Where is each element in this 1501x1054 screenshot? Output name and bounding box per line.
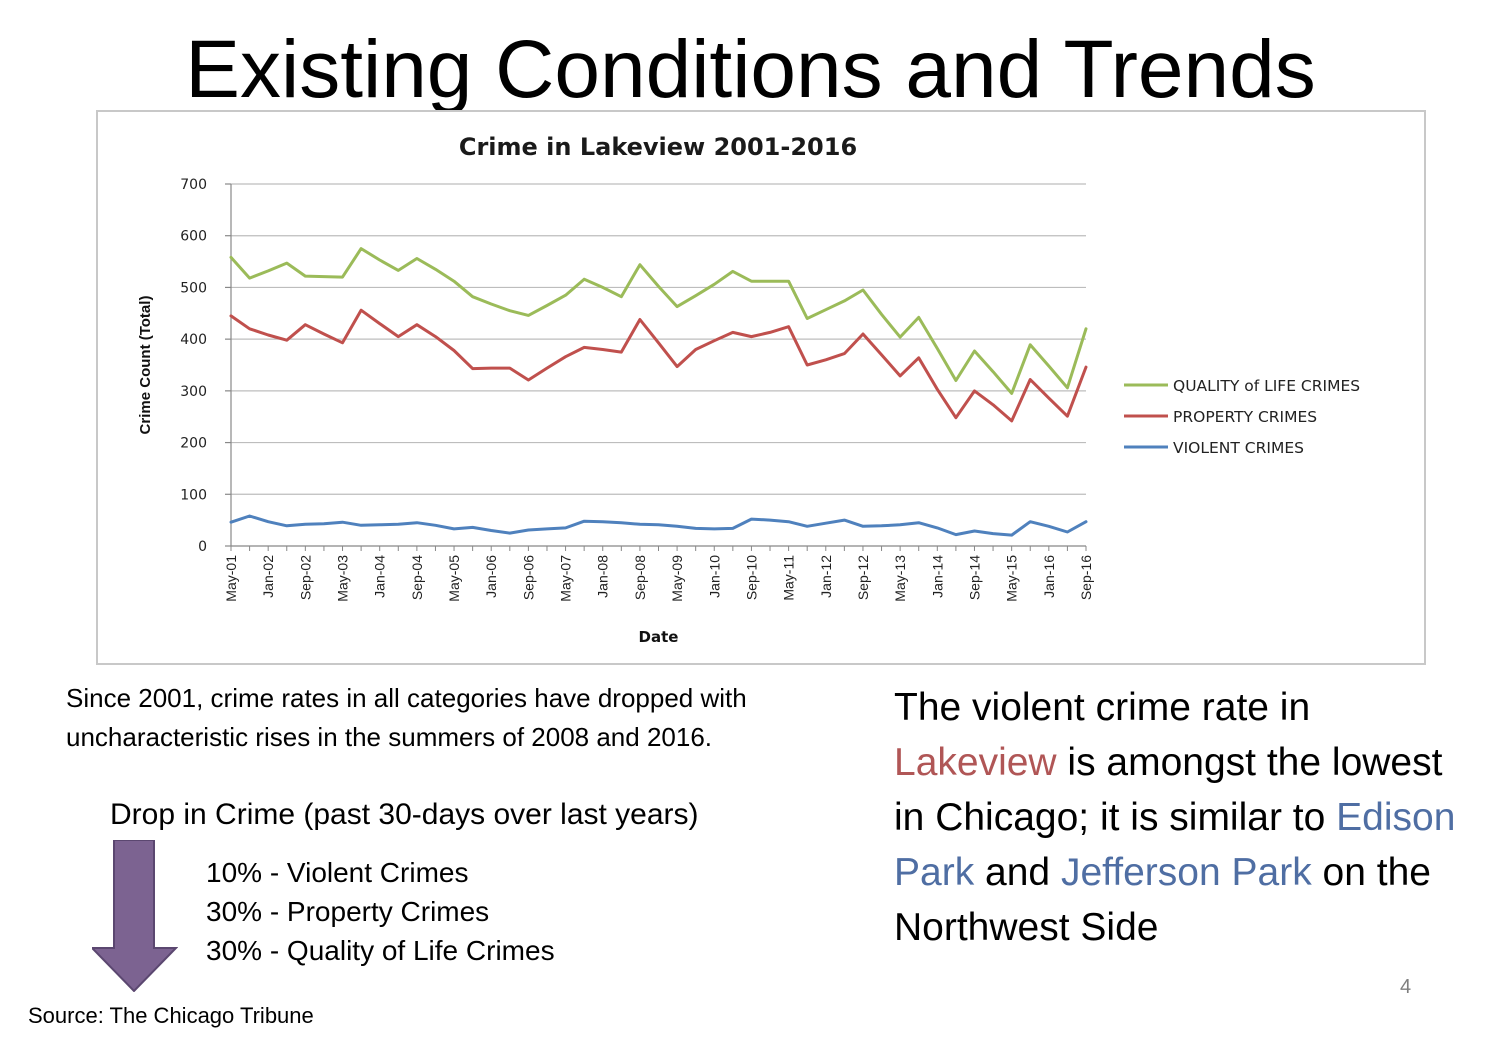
series-line-violent-crimes — [229, 514, 1088, 537]
arrow-shape — [92, 840, 178, 992]
y-tick-label: 0 — [198, 539, 207, 555]
series-line-property-crimes — [229, 308, 1088, 423]
x-tick-label: Jan-06 — [483, 555, 499, 598]
legend-label: PROPERTY CRIMES — [1173, 408, 1317, 426]
y-tick-label: 500 — [180, 280, 207, 296]
y-tick-label: 200 — [180, 436, 207, 452]
x-tick-label: May-07 — [558, 555, 574, 602]
x-tick-label: Jan-08 — [595, 555, 611, 598]
x-tick-label: Sep-16 — [1078, 555, 1094, 600]
legend-label: VIOLENT CRIMES — [1173, 439, 1304, 457]
x-tick-label: Sep-02 — [297, 555, 313, 600]
page-number: 4 — [1400, 976, 1412, 998]
slide-title: Existing Conditions and Trends — [185, 24, 1316, 115]
x-tick-label: Sep-10 — [743, 555, 759, 600]
x-tick-label: Jan-04 — [372, 555, 388, 598]
y-axis-label: Crime Count (Total) — [137, 296, 154, 435]
y-tick-label: 300 — [180, 384, 207, 400]
line-chart: Crime in Lakeview 2001-2016 0 100 200 300 400… — [137, 133, 1360, 646]
edison-park-highlight: Edison Park — [894, 796, 1456, 894]
legend-label: QUALITY of LIFE CRIMES — [1173, 377, 1360, 395]
down-arrow-icon — [92, 840, 178, 992]
x-tick-label: May-13 — [892, 555, 908, 602]
y-tick-label: 600 — [180, 229, 207, 245]
x-tick-label: May-05 — [446, 555, 462, 602]
x-tick-label: Jan-12 — [818, 555, 834, 598]
summary-text-4: on the Northwest Side — [894, 851, 1431, 949]
x-tick-label: Sep-04 — [409, 555, 425, 600]
y-tick-label: 400 — [180, 332, 207, 348]
x-tick-label: May-15 — [1004, 555, 1020, 602]
x-tick-label: Jan-02 — [260, 555, 276, 598]
drop-list: 10% - Violent Crimes 30% - Property Crim… — [206, 853, 555, 970]
x-tick-label: Jan-14 — [929, 555, 945, 598]
x-tick-label: May-01 — [223, 555, 239, 602]
jefferson-park-highlight: Jefferson Park — [1060, 851, 1312, 894]
chart-frame: Crime in Lakeview 2001-2016 0 100 200 300 400… — [96, 110, 1426, 665]
x-tick-label: Sep-14 — [966, 555, 982, 600]
drop-title: Drop in Crime (past 30-days over last ye… — [110, 798, 699, 831]
x-tick-label: Sep-12 — [855, 555, 871, 600]
x-axis-label: Date — [639, 628, 679, 646]
chart-caption: Since 2001, crime rates in all categorie… — [66, 683, 747, 752]
y-tick-label: 100 — [180, 487, 207, 503]
summary-text-1: The violent crime rate in — [894, 686, 1311, 729]
x-tick-label: Jan-16 — [1041, 555, 1057, 598]
drop-item-property: 30% - Property Crimes — [206, 896, 490, 927]
x-tick-label: May-11 — [781, 555, 797, 601]
source-credit: Source: The Chicago Tribune — [28, 1003, 314, 1028]
drop-item-quality: 30% - Quality of Life Crimes — [206, 935, 555, 966]
drop-item-violent: 10% - Violent Crimes — [206, 857, 469, 888]
summary-text-2: is amongst the lowest in Chicago; it is … — [894, 741, 1443, 839]
x-tick-label: Sep-06 — [520, 555, 536, 600]
y-tick-label: 700 — [180, 177, 207, 193]
x-tick-label: May-09 — [669, 555, 685, 602]
summary-text-3: and — [974, 851, 1061, 894]
violent-crime-summary: The violent crime rate in Lakeview is am… — [894, 680, 1474, 955]
series-line-quality-of-life-crimes — [229, 247, 1088, 395]
lakeview-highlight: Lakeview — [894, 741, 1057, 784]
x-tick-label: May-03 — [335, 555, 351, 602]
chart-title: Crime in Lakeview 2001-2016 — [459, 133, 857, 161]
x-tick-label: Sep-08 — [632, 555, 648, 600]
x-tick-label: Jan-10 — [706, 555, 722, 598]
